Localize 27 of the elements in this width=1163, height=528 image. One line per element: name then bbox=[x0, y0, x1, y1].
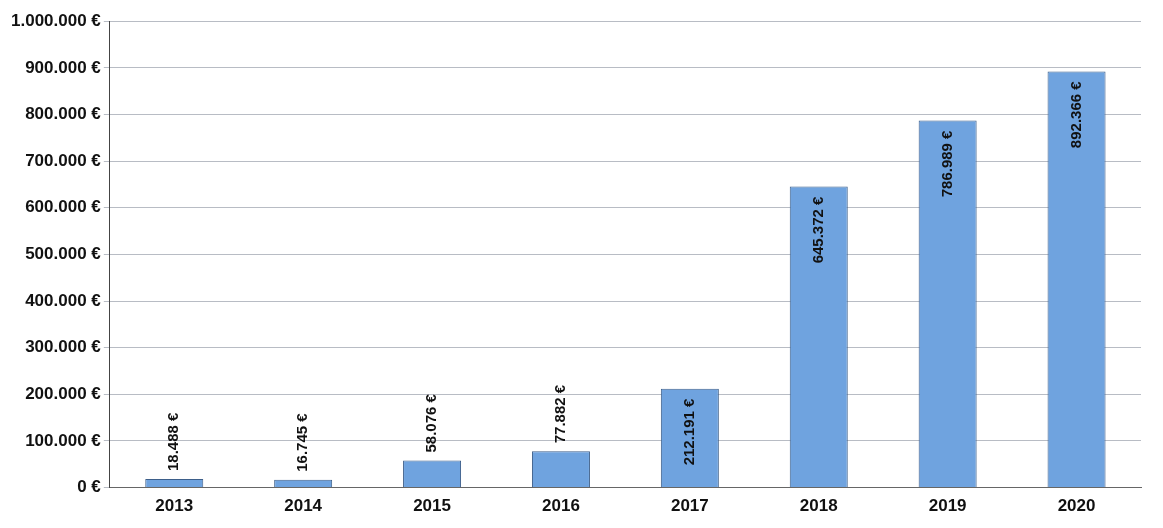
y-tick-label: 500.000 € bbox=[25, 244, 102, 264]
y-tick-label: 400.000 € bbox=[25, 290, 102, 310]
x-tick-label: 2017 bbox=[670, 496, 709, 516]
data-label: 645.372 € bbox=[808, 195, 826, 264]
y-tick-label: 800.000 € bbox=[25, 104, 102, 124]
x-tick-label: 2014 bbox=[284, 496, 323, 516]
x-tick-label: 2020 bbox=[1057, 496, 1096, 516]
x-tick-label: 2013 bbox=[155, 496, 194, 516]
y-tick-label: 300.000 € bbox=[25, 337, 102, 357]
data-label: 892.366 € bbox=[1066, 80, 1084, 149]
x-tick-label: 2018 bbox=[799, 496, 838, 516]
y-tick-label: 1.000.000 € bbox=[10, 10, 102, 30]
y-tick-label: 900.000 € bbox=[25, 57, 102, 77]
data-label: 786.989 € bbox=[937, 129, 955, 198]
y-tick-label: 0 € bbox=[77, 477, 102, 497]
x-tick-label: 2015 bbox=[413, 496, 451, 516]
data-label: 16.745 € bbox=[293, 412, 311, 472]
data-label: 77.882 € bbox=[551, 384, 569, 444]
y-tick-label: 700.000 € bbox=[25, 150, 102, 170]
y-tick-label: 100.000 € bbox=[25, 430, 102, 450]
data-label: 212.191 € bbox=[679, 397, 697, 466]
x-tick-label: 2016 bbox=[542, 496, 580, 516]
data-label: 58.076 € bbox=[422, 393, 440, 453]
data-label: 18.488 € bbox=[164, 411, 182, 471]
y-tick-label: 200.000 € bbox=[25, 384, 102, 404]
y-tick-label: 600.000 € bbox=[25, 197, 102, 217]
x-tick-label: 2019 bbox=[928, 496, 967, 516]
